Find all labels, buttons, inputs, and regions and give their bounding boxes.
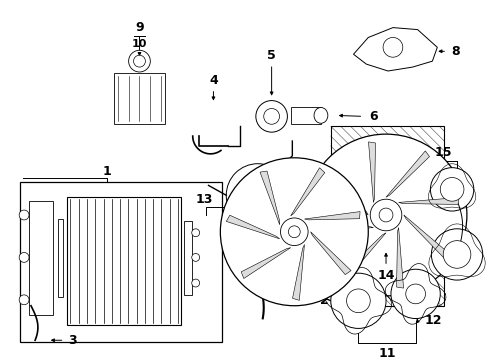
Circle shape	[264, 108, 279, 124]
Text: 2: 2	[319, 294, 328, 307]
Circle shape	[192, 279, 199, 287]
Bar	[58, 219, 63, 297]
Circle shape	[220, 158, 368, 306]
Polygon shape	[396, 228, 404, 288]
Circle shape	[379, 208, 393, 222]
Circle shape	[441, 177, 464, 201]
Text: 11: 11	[378, 347, 396, 360]
Text: 15: 15	[435, 147, 452, 159]
Polygon shape	[260, 171, 280, 225]
Circle shape	[19, 252, 29, 262]
Circle shape	[406, 284, 425, 304]
Circle shape	[370, 199, 402, 231]
Bar	[29, 201, 53, 315]
Circle shape	[431, 229, 483, 280]
Text: 14: 14	[377, 269, 395, 282]
Circle shape	[331, 273, 386, 328]
Circle shape	[129, 50, 150, 72]
Text: 13: 13	[196, 193, 213, 206]
Polygon shape	[368, 142, 375, 202]
Polygon shape	[313, 226, 373, 233]
Circle shape	[391, 269, 441, 319]
Circle shape	[19, 210, 29, 220]
Circle shape	[430, 168, 474, 211]
Circle shape	[346, 289, 370, 312]
Circle shape	[256, 100, 288, 132]
Circle shape	[192, 229, 199, 237]
Polygon shape	[226, 215, 280, 239]
Polygon shape	[304, 212, 360, 220]
Bar	[292, 107, 321, 124]
Text: 10: 10	[132, 39, 147, 49]
Circle shape	[443, 240, 471, 268]
Text: 4: 4	[209, 75, 218, 87]
Ellipse shape	[314, 108, 328, 123]
Circle shape	[19, 295, 29, 305]
Text: 6: 6	[369, 110, 377, 123]
Polygon shape	[386, 151, 430, 197]
Text: 7: 7	[253, 247, 262, 260]
Polygon shape	[311, 232, 351, 275]
Polygon shape	[293, 244, 304, 300]
Bar	[68, 197, 181, 325]
Circle shape	[134, 55, 146, 67]
Text: 8: 8	[451, 45, 460, 58]
Text: 3: 3	[68, 334, 77, 347]
Bar	[114, 73, 165, 124]
Text: 5: 5	[267, 49, 276, 62]
Polygon shape	[241, 248, 291, 279]
Polygon shape	[353, 28, 437, 71]
Polygon shape	[343, 233, 386, 279]
Text: 9: 9	[135, 21, 144, 34]
Circle shape	[305, 134, 467, 296]
Circle shape	[250, 188, 266, 203]
Circle shape	[289, 226, 300, 238]
Bar	[331, 126, 444, 306]
Circle shape	[280, 218, 308, 246]
Circle shape	[383, 37, 403, 57]
Text: 12: 12	[425, 314, 442, 327]
Polygon shape	[398, 197, 459, 204]
Circle shape	[192, 253, 199, 261]
Polygon shape	[322, 171, 368, 215]
Circle shape	[226, 164, 290, 227]
Polygon shape	[291, 168, 325, 216]
Text: 1: 1	[102, 165, 111, 178]
Polygon shape	[404, 215, 450, 258]
Bar	[20, 183, 222, 342]
Bar	[184, 221, 192, 295]
Circle shape	[240, 177, 275, 213]
